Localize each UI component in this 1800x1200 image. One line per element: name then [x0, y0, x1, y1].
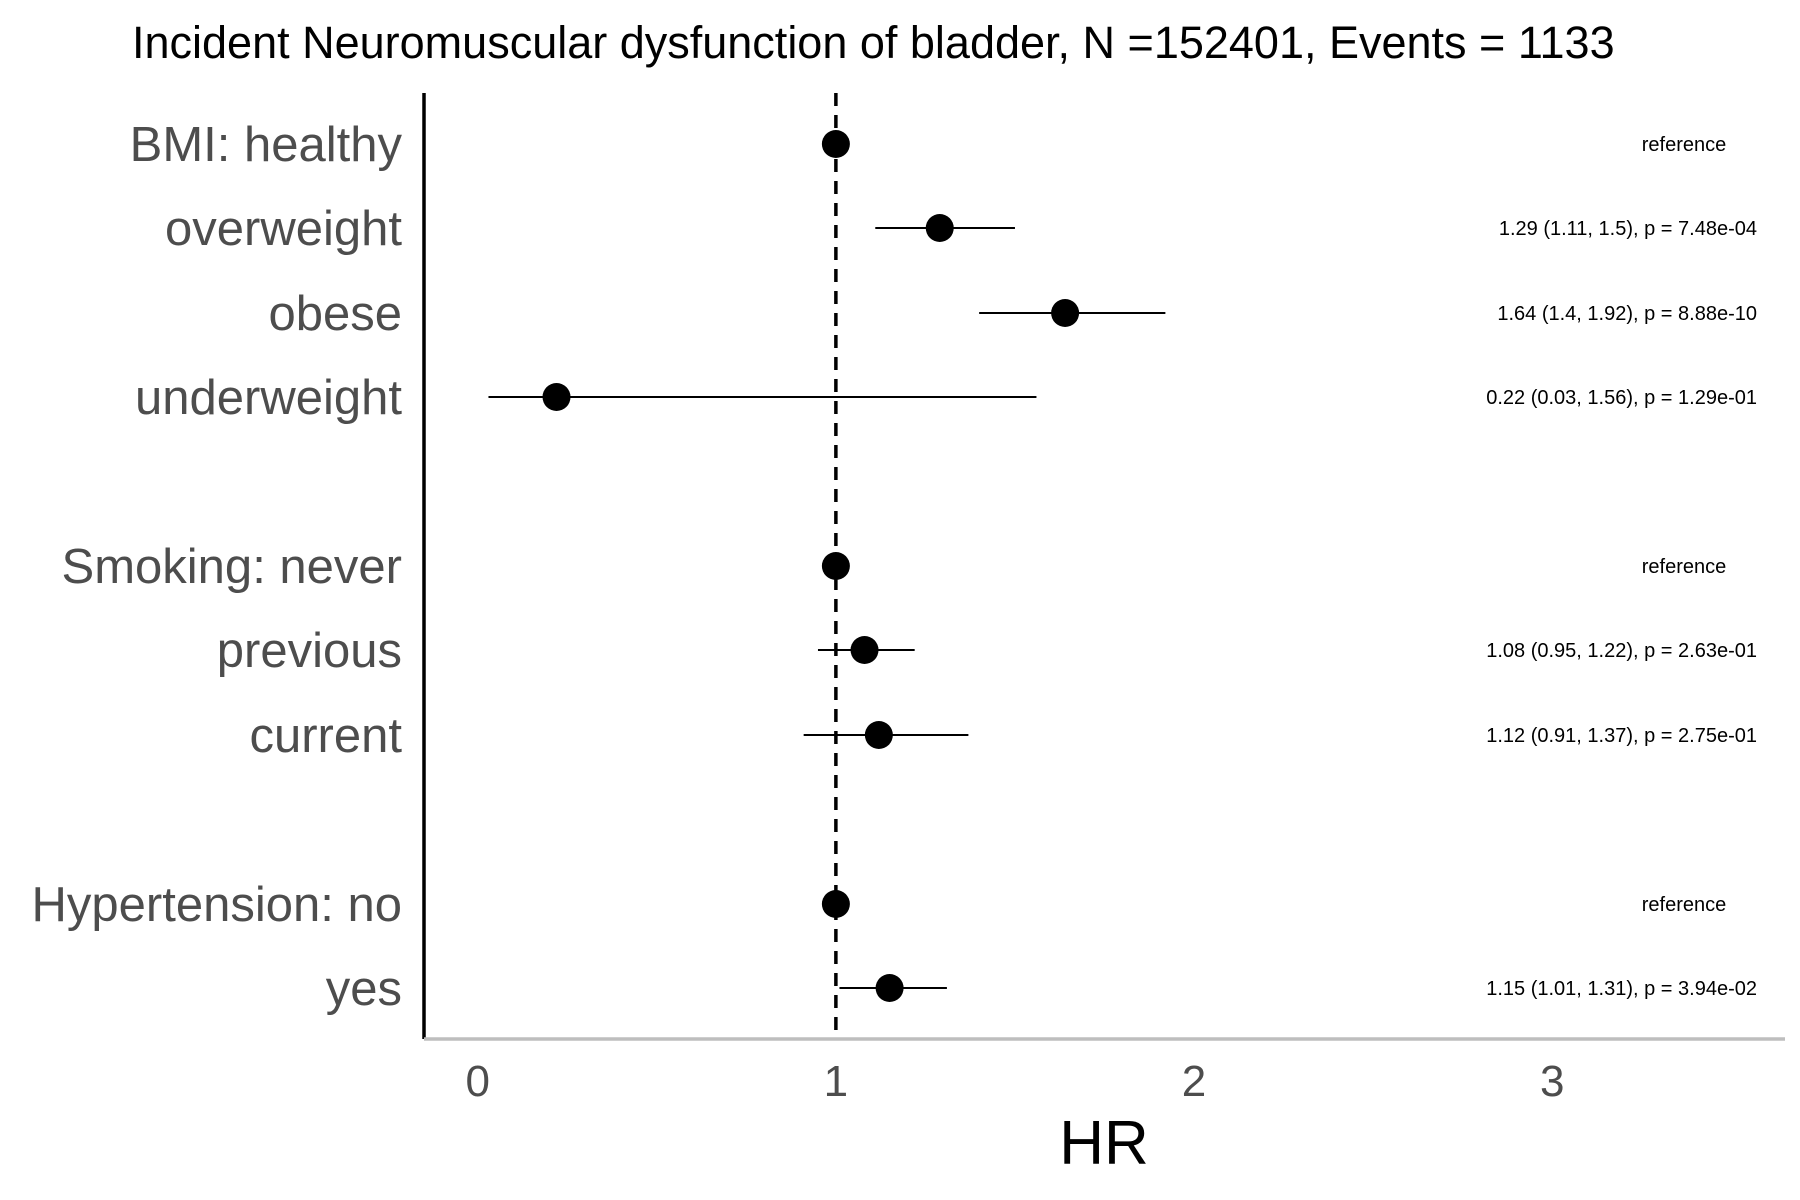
forest-row: obese 1.64 (1.4, 1.92), p = 8.88e-10 — [268, 287, 1757, 341]
row-annotation: 1.15 (1.01, 1.31), p = 3.94e-02 — [1486, 978, 1757, 1000]
forest-row: overweight 1.29 (1.11, 1.5), p = 7.48e-04 — [165, 202, 1757, 256]
row-annotation: 1.29 (1.11, 1.5), p = 7.48e-04 — [1499, 218, 1757, 240]
row-annotation: 1.08 (0.95, 1.22), p = 2.63e-01 — [1486, 640, 1757, 662]
x-tick-label: 0 — [465, 1057, 489, 1106]
hr-point — [821, 890, 850, 918]
row-annotation: reference — [1642, 894, 1727, 916]
forest-row: Smoking: never reference — [62, 540, 1727, 594]
row-annotation: 0.22 (0.03, 1.56), p = 1.29e-01 — [1486, 387, 1757, 409]
row-annotation: reference — [1642, 134, 1727, 156]
row-label: BMI: healthy — [130, 118, 403, 172]
row-label: yes — [326, 962, 402, 1016]
x-axis-title: HR — [1059, 1109, 1149, 1178]
row-label: obese — [268, 287, 402, 341]
hr-point — [925, 214, 954, 242]
row-label: Smoking: never — [62, 540, 402, 594]
forest-row: underweight 0.22 (0.03, 1.56), p = 1.29e-… — [135, 371, 1757, 425]
row-label: overweight — [165, 202, 402, 256]
forest-row: previous 1.08 (0.95, 1.22), p = 2.63e-01 — [217, 624, 1757, 678]
hr-point — [821, 130, 850, 158]
hr-point — [542, 383, 571, 411]
rows-layer: BMI: healthy reference overweight 1.29 (1.1… — [32, 118, 1757, 1016]
row-label: previous — [217, 624, 402, 678]
hr-point — [875, 974, 904, 1002]
hr-point — [821, 552, 850, 580]
row-label: Hypertension: no — [32, 878, 402, 932]
hr-point — [1051, 299, 1080, 327]
x-tick-label: 1 — [824, 1057, 848, 1106]
row-annotation: reference — [1642, 556, 1727, 578]
row-annotation: 1.64 (1.4, 1.92), p = 8.88e-10 — [1497, 303, 1757, 325]
row-label: underweight — [135, 371, 402, 425]
hr-point — [850, 636, 879, 664]
forest-row: BMI: healthy reference — [130, 118, 1727, 172]
row-label: current — [249, 709, 402, 763]
forest-row: current 1.12 (0.91, 1.37), p = 2.75e-01 — [249, 709, 1757, 763]
chart-title: Incident Neuromuscular dysfunction of bl… — [132, 17, 1615, 68]
forest-row: Hypertension: no reference — [32, 878, 1727, 932]
x-tick-label: 2 — [1182, 1057, 1206, 1106]
hr-point — [864, 721, 893, 749]
row-annotation: 1.12 (0.91, 1.37), p = 2.75e-01 — [1486, 725, 1757, 747]
x-ticks-layer: 0 1 2 3 — [465, 1057, 1564, 1106]
forest-row: yes 1.15 (1.01, 1.31), p = 3.94e-02 — [326, 962, 1757, 1016]
x-tick-label: 3 — [1540, 1057, 1564, 1106]
